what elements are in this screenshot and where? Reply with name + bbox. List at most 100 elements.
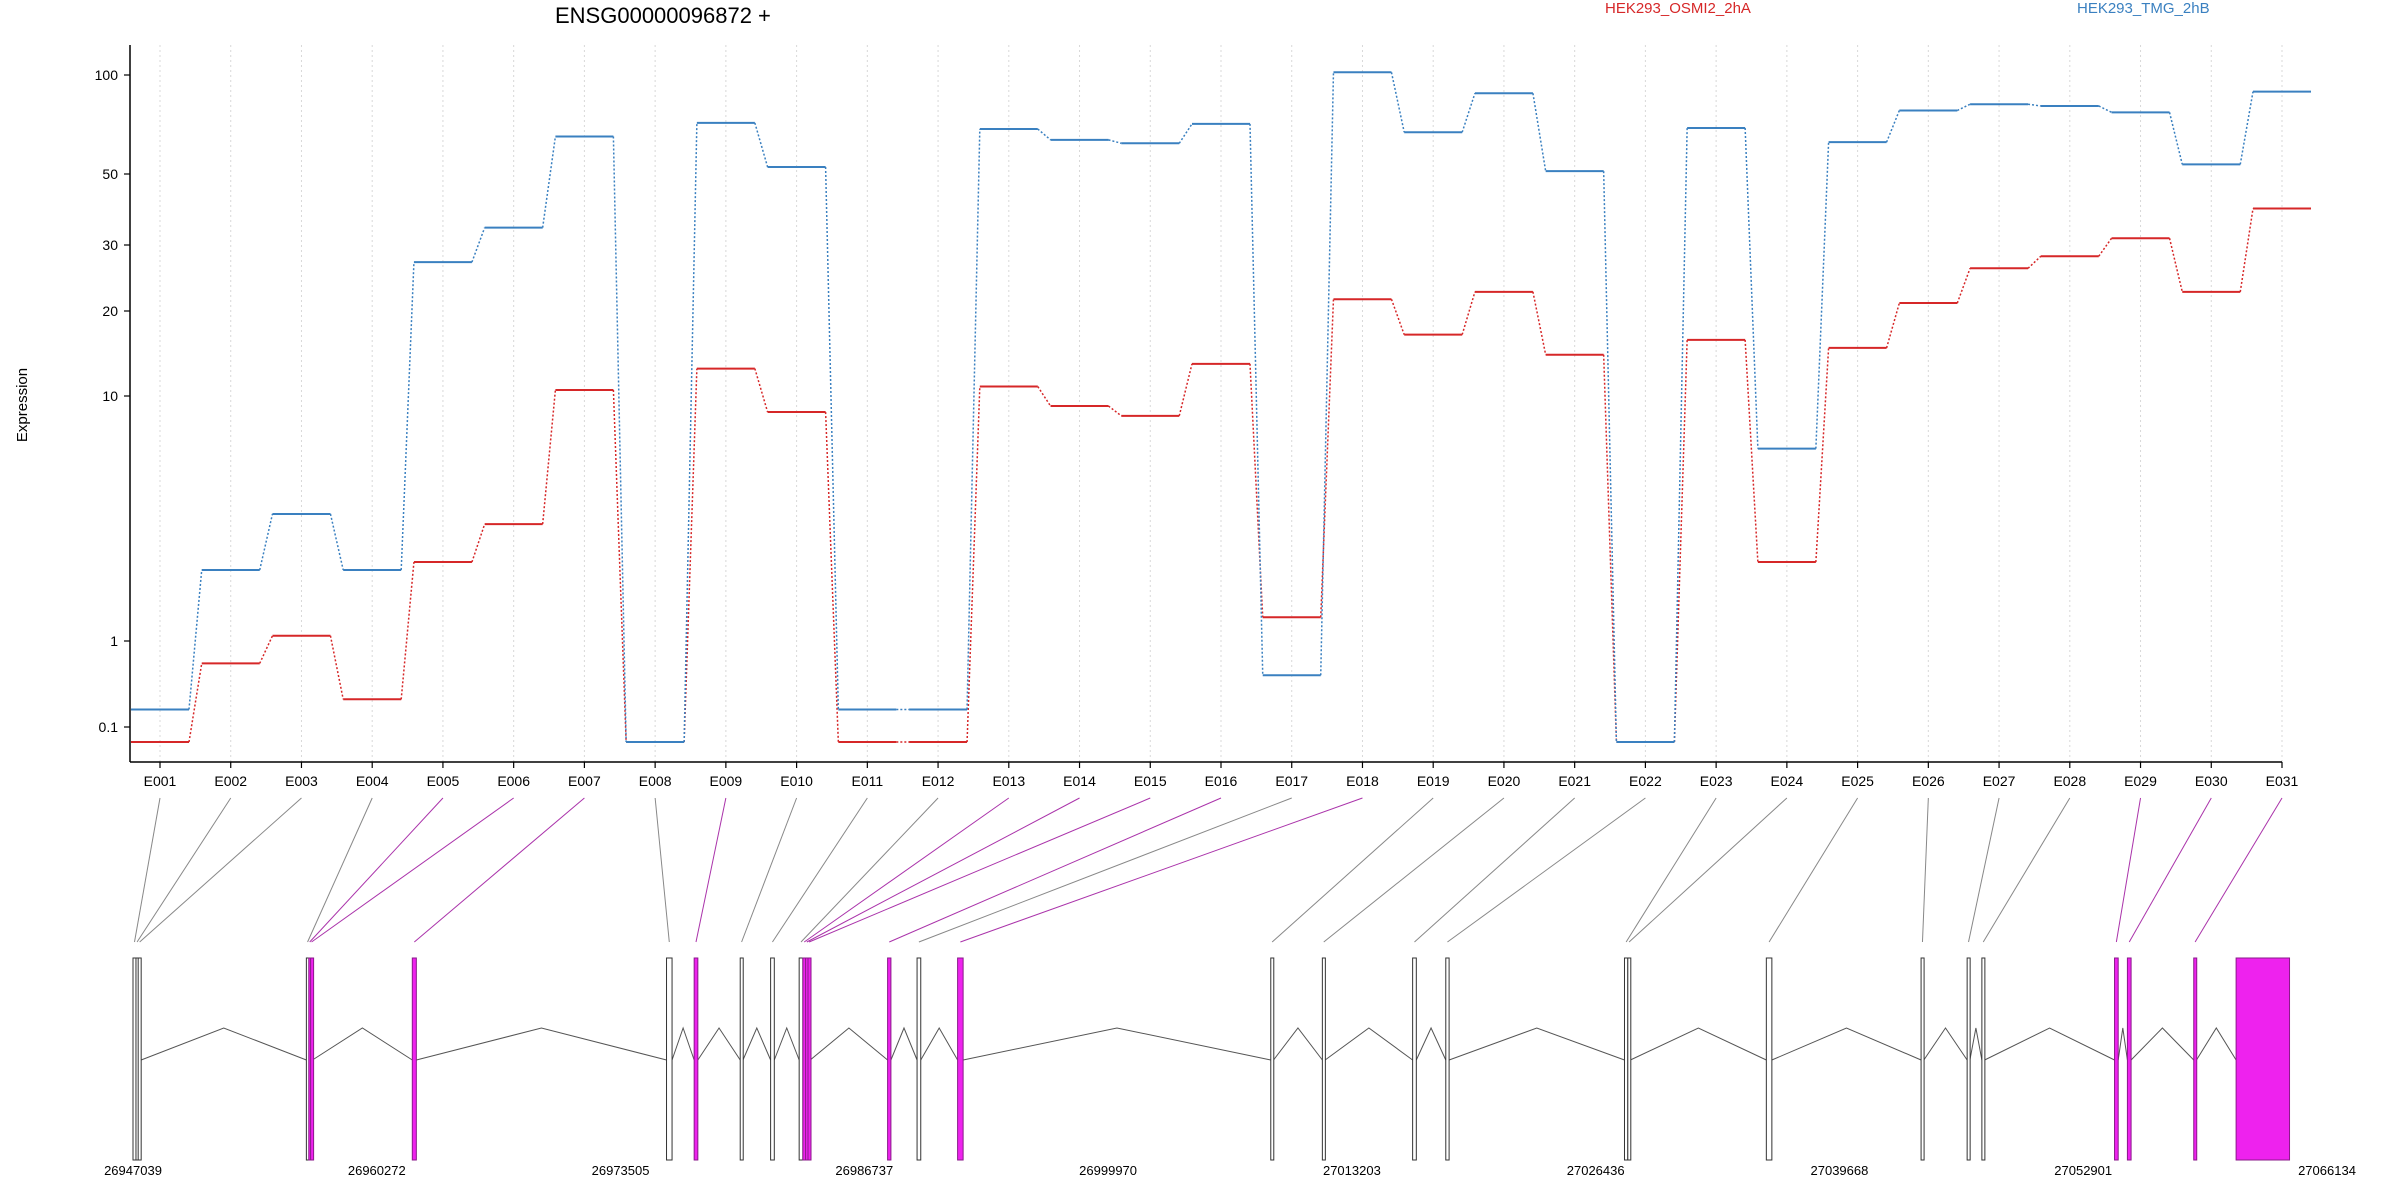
exon-box-E008 bbox=[666, 957, 673, 1161]
coordinate-label: 27066134 bbox=[2298, 1163, 2356, 1178]
series-connector-HEK293_OSMI2_2hA bbox=[612, 389, 627, 743]
series-connector-HEK293_TMG_2hB bbox=[824, 167, 840, 710]
series-connector-HEK293_TMG_2hB bbox=[966, 129, 981, 710]
series-connector-HEK293_TMG_2hB bbox=[612, 136, 627, 743]
exon-connector-E005 bbox=[309, 797, 444, 943]
exon-box-E009 bbox=[693, 957, 699, 1161]
exon-connector-E015 bbox=[808, 797, 1151, 943]
series-connector-HEK293_OSMI2_2hA bbox=[1885, 302, 1901, 349]
x-tick-label: E014 bbox=[1063, 773, 1096, 789]
exon-box-E010 bbox=[739, 957, 744, 1161]
exon-connector-E008 bbox=[654, 797, 670, 943]
exon-box-E003 bbox=[137, 957, 142, 1161]
series-connector-HEK293_TMG_2hB bbox=[400, 262, 415, 570]
series-connector-HEK293_TMG_2hB bbox=[1037, 128, 1052, 141]
chart-title: ENSG00000096872 + bbox=[555, 3, 771, 28]
exon-box-E017 bbox=[916, 957, 922, 1161]
exon-box-E026 bbox=[1920, 957, 1925, 1161]
x-tick-label: E023 bbox=[1700, 773, 1733, 789]
intron-line bbox=[312, 1027, 413, 1061]
exon-connector-E024 bbox=[1628, 797, 1788, 943]
series-connector-HEK293_OSMI2_2hA bbox=[1037, 386, 1052, 407]
exon-box-E007 bbox=[411, 957, 417, 1161]
exon-box-E019 bbox=[1270, 957, 1275, 1161]
exon-box-E011 bbox=[770, 957, 775, 1161]
series-connector-HEK293_TMG_2hB bbox=[259, 513, 274, 571]
series-connector-HEK293_TMG_2hB bbox=[1744, 127, 1759, 449]
coordinate-label: 27039668 bbox=[1811, 1163, 1869, 1178]
exon-connector-E031 bbox=[2194, 797, 2283, 943]
intron-line bbox=[1273, 1027, 1323, 1061]
exon-connector-E014 bbox=[806, 797, 1080, 943]
x-tick-label: E016 bbox=[1205, 773, 1238, 789]
exon-connector-E002 bbox=[136, 797, 232, 943]
x-tick-label: E015 bbox=[1134, 773, 1167, 789]
series-connector-HEK293_OSMI2_2hA bbox=[966, 386, 981, 743]
intron-line bbox=[671, 1026, 695, 1061]
legend-osmi2: HEK293_OSMI2_2hA bbox=[1605, 0, 1751, 17]
series-connector-HEK293_TMG_2hB bbox=[2027, 103, 2041, 107]
vertical-grid bbox=[159, 45, 2283, 762]
exon-connector-E030 bbox=[2128, 797, 2212, 943]
exon-box-E031 bbox=[2193, 957, 2198, 1161]
series-connector-HEK293_OSMI2_2hA bbox=[1319, 299, 1335, 618]
intron-line bbox=[2130, 1027, 2195, 1061]
x-tick-label: E021 bbox=[1558, 773, 1591, 789]
intron-line bbox=[2196, 1027, 2237, 1061]
series-connector-HEK293_OSMI2_2hA bbox=[2027, 255, 2042, 269]
series-connector-HEK293_TMG_2hB bbox=[1390, 72, 1405, 133]
x-tick-label: E024 bbox=[1771, 773, 1804, 789]
series-connector-HEK293_TMG_2hB bbox=[683, 122, 698, 743]
x-tick-label: E012 bbox=[922, 773, 955, 789]
series-connector-HEK293_OSMI2_2hA bbox=[188, 663, 203, 743]
exon-box-E022 bbox=[1445, 957, 1450, 1161]
series-connector-HEK293_TMG_2hB bbox=[541, 136, 557, 228]
intron-line bbox=[140, 1027, 307, 1061]
axes: 0.1 1 10 20 30 50 100 E001 E002 E003 E004 E005 E006 E… bbox=[95, 45, 2299, 789]
intron-line bbox=[890, 1026, 918, 1061]
exon-box-E020 bbox=[1321, 957, 1326, 1161]
series-connector-HEK293_OSMI2_2hA bbox=[1602, 354, 1618, 743]
y-tick-label: 30 bbox=[102, 237, 118, 253]
series-connector-HEK293_OSMI2_2hA bbox=[2168, 238, 2183, 293]
coordinate-label: 26947039 bbox=[104, 1163, 162, 1178]
x-tick-label: E005 bbox=[427, 773, 460, 789]
series-connector-HEK293_OSMI2_2hA bbox=[1673, 339, 1688, 743]
x-tick-label: E028 bbox=[2053, 773, 2086, 789]
exon-connector-E029 bbox=[2115, 797, 2142, 943]
series-connector-HEK293_OSMI2_2hA bbox=[400, 561, 415, 700]
exon-connector-E017 bbox=[918, 797, 1292, 943]
x-tick-label: E022 bbox=[1629, 773, 1662, 789]
exon-box-E012 bbox=[798, 957, 804, 1161]
exon-connector-E023 bbox=[1625, 797, 1717, 943]
series-connector-HEK293_OSMI2_2hA bbox=[1956, 268, 1971, 304]
series-connector-HEK293_OSMI2_2hA bbox=[2239, 208, 2254, 292]
exon-box-E016 bbox=[887, 957, 892, 1161]
x-tick-label: E026 bbox=[1912, 773, 1945, 789]
intron-line bbox=[920, 1026, 959, 1061]
intron-line bbox=[1324, 1027, 1413, 1061]
x-tick-label: E008 bbox=[639, 773, 672, 789]
series-connector-HEK293_TMG_2hB bbox=[188, 569, 203, 710]
series-connector-HEK293_OSMI2_2hA bbox=[541, 389, 557, 525]
y-tick-label: 10 bbox=[102, 388, 118, 404]
gene-model: 26947039 26960272 26973505 26986737 26999970… bbox=[104, 957, 2356, 1178]
intron-line bbox=[1923, 1027, 1968, 1061]
coordinate-label: 27026436 bbox=[1567, 1163, 1625, 1178]
exon-connectors bbox=[133, 797, 2283, 943]
exon-connector-E010 bbox=[741, 797, 798, 943]
intron-line bbox=[2117, 1027, 2128, 1061]
y-tick-label: 1 bbox=[110, 633, 118, 649]
intron-line bbox=[1448, 1027, 1625, 1061]
intron-line bbox=[1415, 1026, 1447, 1061]
exon-connector-E012 bbox=[800, 797, 939, 943]
coordinate-label: 27052901 bbox=[2054, 1163, 2112, 1178]
series-connector-HEK293_TMG_2hB bbox=[754, 122, 769, 168]
x-tick-label: E007 bbox=[568, 773, 601, 789]
x-tick-label: E001 bbox=[144, 773, 177, 789]
series-connector-HEK293_TMG_2hB bbox=[1178, 123, 1193, 144]
exon-connector-E001 bbox=[133, 797, 161, 943]
series-connector-HEK293_TMG_2hB bbox=[2098, 105, 2112, 114]
exon-box-E028 bbox=[1981, 957, 1986, 1161]
series-connector-HEK293_OSMI2_2hA bbox=[1178, 363, 1193, 417]
